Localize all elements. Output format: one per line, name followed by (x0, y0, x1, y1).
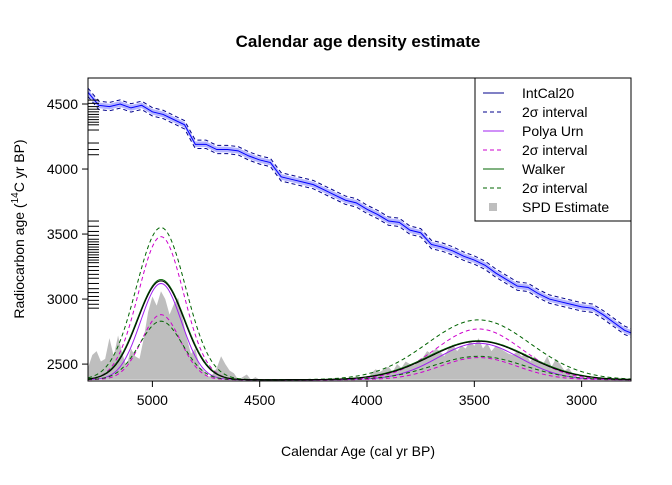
y-axis-label-superscript: 14 (10, 192, 21, 204)
chart-title: Calendar age density estimate (236, 32, 481, 51)
x-tick-label: 4000 (351, 392, 382, 408)
density-series-2 (88, 314, 631, 381)
legend-swatch (489, 203, 497, 211)
spd-estimate-area (88, 291, 586, 380)
x-tick-label: 5000 (137, 392, 168, 408)
y-tick-label: 4500 (47, 96, 78, 112)
y-tick-label: 3000 (47, 291, 78, 307)
legend-label: IntCal20 (522, 85, 574, 101)
density-series-6 (88, 280, 631, 381)
y-axis-label-tail: C yr BP) (11, 139, 27, 192)
plot-area (88, 87, 631, 381)
calibration-band (88, 89, 631, 336)
legend-label: Walker (522, 161, 565, 177)
calibration-lower-interval (88, 96, 631, 338)
x-tick-label: 4500 (244, 392, 275, 408)
y-tick-label: 4000 (47, 161, 78, 177)
plot-frame (87, 77, 632, 382)
density-series-5 (88, 320, 631, 381)
y-tick-label: 3500 (47, 226, 78, 242)
legend-label: 2σ interval (522, 180, 587, 196)
x-tick-label: 3000 (566, 392, 597, 408)
legend: IntCal20 2σ interval Polya Urn 2σ interval W… (474, 77, 632, 222)
y-axis-label-main: Radiocarbon age ( (11, 203, 27, 319)
y-tick-label: 2500 (47, 356, 78, 372)
density-series-4 (88, 227, 631, 381)
legend-label: 2σ interval (522, 142, 587, 158)
legend-label: 2σ interval (522, 104, 587, 120)
calibration-upper-interval (88, 87, 631, 330)
radiocarbon-rug (88, 99, 99, 309)
legend-label: SPD Estimate (522, 199, 609, 215)
x-axis-label: Calendar Age (cal yr BP) (281, 443, 435, 459)
axes: 5000 4500 4000 3500 3000 2500 3000 3500 4000 4500 (47, 77, 632, 408)
y-axis-label: Radiocarbon age (14C yr BP) (10, 139, 27, 318)
calibration-curve-line (88, 91, 631, 334)
legend-label: Polya Urn (522, 123, 583, 139)
x-tick-label: 3500 (459, 392, 490, 408)
